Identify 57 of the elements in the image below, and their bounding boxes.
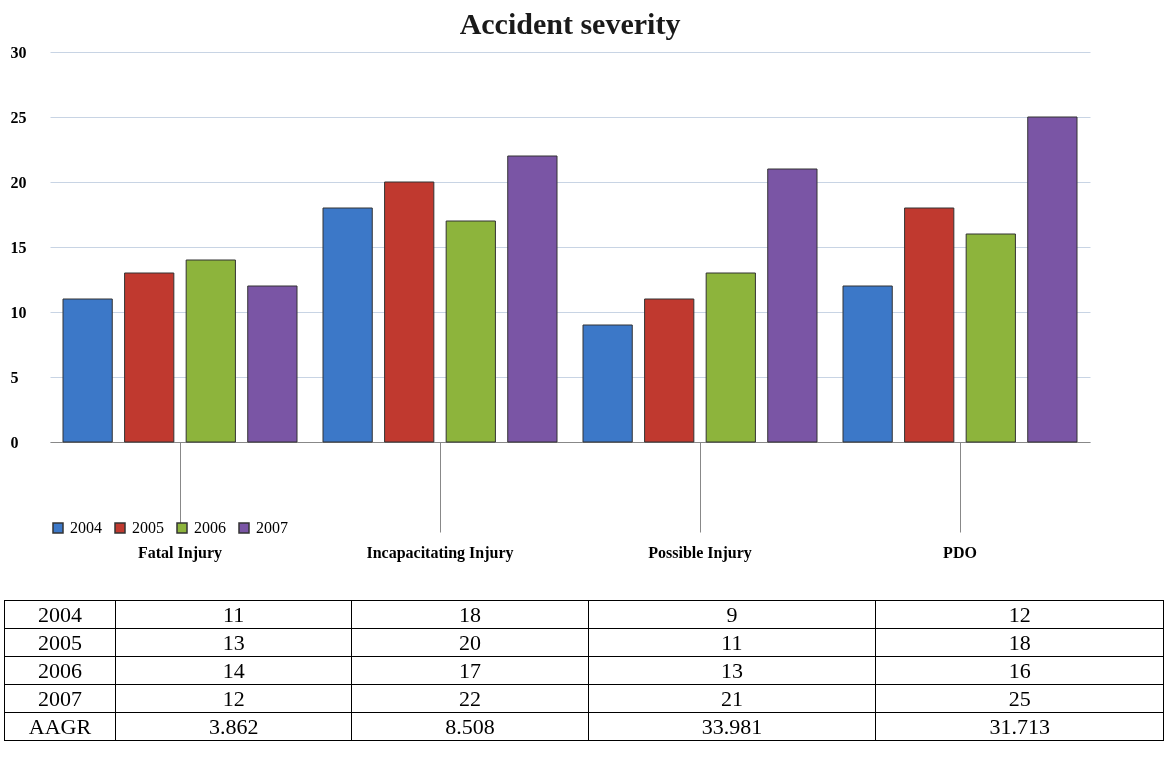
bar	[507, 155, 558, 443]
data-label: 21	[588, 684, 876, 713]
text: 2007	[38, 685, 82, 711]
text: AAGR	[4, 712, 116, 741]
data-label: 22	[351, 684, 589, 713]
text: 33.981	[588, 712, 876, 741]
bar	[965, 233, 1016, 443]
data-label: 9	[588, 600, 876, 629]
chart-title: Accident severity	[459, 7, 681, 40]
bar	[62, 298, 113, 443]
x-tick-label: Incapacitating Injury	[366, 543, 514, 562]
bar	[644, 298, 695, 443]
y-tick-label: 30	[10, 43, 27, 61]
data-label: 18	[351, 600, 589, 629]
data-label: 12	[875, 600, 1164, 629]
x-tick-label: Possible Injury	[648, 543, 752, 562]
data-label: 20	[351, 628, 589, 657]
legend-label: 2005	[132, 519, 164, 536]
legend-label: 2004	[70, 519, 102, 536]
bar	[582, 324, 633, 443]
legend-label: 2007	[256, 519, 288, 536]
bar	[247, 285, 298, 443]
bar	[384, 181, 435, 443]
text: 31.713	[875, 712, 1164, 741]
data-label: 13	[588, 656, 876, 685]
bar	[124, 272, 175, 443]
data-label: 12	[115, 684, 352, 713]
y-tick-label: 20	[10, 173, 27, 191]
bar	[1027, 116, 1078, 443]
data-label: 11	[588, 628, 876, 657]
y-tick-label: 10	[10, 303, 27, 321]
data-label: 13	[115, 628, 352, 657]
y-tick-label: 25	[10, 108, 27, 126]
data-label: 14	[115, 656, 352, 685]
y-tick-label: 5	[10, 368, 19, 386]
bar	[322, 207, 373, 443]
y-tick-label: 0	[10, 433, 19, 451]
x-tick-label: PDO	[943, 543, 977, 561]
bar	[767, 168, 818, 443]
data-label: 17	[351, 656, 589, 685]
text: 2005	[38, 629, 82, 655]
text: 8.508	[351, 712, 589, 741]
data-label: 25	[875, 684, 1164, 713]
data-label: 11	[115, 600, 352, 629]
data-label: 16	[875, 656, 1164, 685]
bar	[705, 272, 756, 443]
bar	[904, 207, 955, 443]
legend-label: 2006	[194, 519, 226, 536]
text: 3.862	[115, 712, 352, 741]
bar	[185, 259, 236, 443]
text: 2004	[38, 601, 82, 627]
x-tick-label: Fatal Injury	[138, 543, 222, 562]
bar	[842, 285, 893, 443]
bar	[445, 220, 496, 443]
data-label: 18	[875, 628, 1164, 657]
text: 2006	[38, 657, 82, 683]
y-tick-label: 15	[10, 238, 27, 256]
